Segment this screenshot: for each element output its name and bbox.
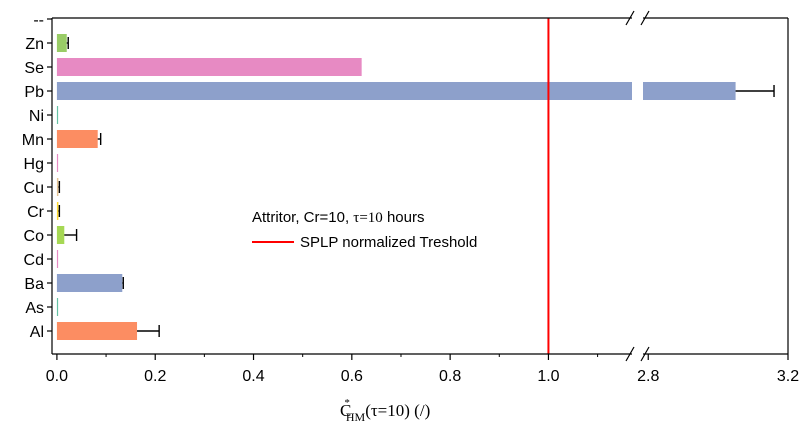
- y-tick-label-Mn: Mn: [22, 132, 44, 149]
- y-tick-label-Al: Al: [30, 324, 44, 341]
- bar-Cu: [56, 178, 59, 196]
- y-tick-label-Cu: Cu: [24, 180, 44, 197]
- legend-threshold-label: SPLP normalized Treshold: [300, 234, 477, 251]
- axis-break-bottom-1: [625, 346, 635, 362]
- axes-group: [51, 10, 789, 362]
- y-tick-label-Cd: Cd: [24, 252, 44, 269]
- y-tick-label-blank: --: [33, 12, 44, 29]
- bar-Ba: [56, 274, 123, 292]
- bar-Co: [56, 226, 65, 244]
- x-tick-label-s1-0p0: 0.0: [46, 368, 68, 385]
- bar-Se: [56, 58, 362, 76]
- bar-Ni: [56, 106, 59, 124]
- y-tick-label-Co: Co: [24, 228, 45, 245]
- y-tick-label-Zn: Zn: [25, 36, 44, 53]
- x-axis-title: C* HM(τ=10) (/): [340, 397, 430, 424]
- bar-Cr: [56, 202, 59, 220]
- x-tick-label-s1-0p6: 0.6: [341, 368, 363, 385]
- bar-Al: [56, 322, 138, 340]
- axis-break-bottom-2: [640, 346, 650, 362]
- axis-break-top-1: [625, 10, 635, 26]
- bar-Mn: [56, 130, 98, 148]
- x-tick-label-s1-0p8: 0.8: [439, 368, 461, 385]
- y-ticks-group: -- Zn Se Pb Ni Mn Hg Cu Cr Co Cd Ba As Al: [22, 12, 52, 341]
- x-axis-title-rest: (τ=10) (/): [365, 401, 430, 420]
- x-tick-label-s2-2p8: 2.8: [637, 368, 659, 385]
- y-tick-label-As: As: [25, 300, 44, 317]
- y-tick-label-Ni: Ni: [29, 108, 44, 125]
- y-tick-label-Ba: Ba: [24, 276, 44, 293]
- bar-Pb-part2: [643, 82, 736, 100]
- x-tick-label-s1-0p4: 0.4: [242, 368, 264, 385]
- bar-Hg: [56, 154, 59, 172]
- x-ticks-group: 0.0 0.2 0.4 0.6 0.8 1.0 2.8 3.2: [46, 354, 799, 385]
- x-tick-label-s1-1p0: 1.0: [537, 368, 559, 385]
- y-tick-label-Cr: Cr: [27, 204, 45, 221]
- x-axis-title-sub: HM: [346, 410, 366, 424]
- y-tick-label-Pb: Pb: [24, 84, 44, 101]
- bars-group: [56, 34, 736, 340]
- legend: Attritor, Cr=10, τ=10 hours SPLP normali…: [252, 209, 477, 251]
- x-axis-title-sup: *: [344, 397, 350, 409]
- error-bars-group: [58, 37, 775, 337]
- y-tick-label-Se: Se: [24, 60, 44, 77]
- y-tick-label-Hg: Hg: [24, 156, 44, 173]
- bar-Zn: [56, 34, 67, 52]
- bar-Pb-part1: [56, 82, 632, 100]
- x-tick-label-s2-3p2: 3.2: [777, 368, 799, 385]
- x-axis-title-main: C: [340, 401, 351, 420]
- bar-Cd: [56, 250, 59, 268]
- x-tick-label-s1-0p2: 0.2: [144, 368, 166, 385]
- axis-break-top-2: [640, 10, 650, 26]
- bar-As: [56, 298, 59, 316]
- legend-title: Attritor, Cr=10, τ=10 hours: [252, 209, 425, 226]
